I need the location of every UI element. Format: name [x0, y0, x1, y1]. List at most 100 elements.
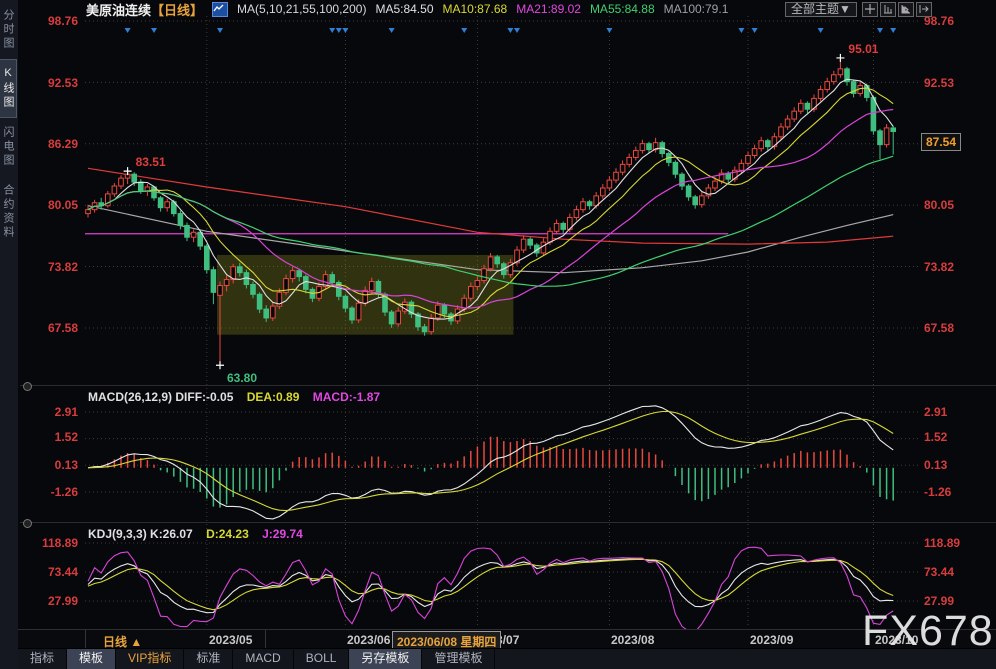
- sidebar-item-time-chart[interactable]: 分时图: [2, 9, 14, 51]
- news-event-marker[interactable]: [877, 28, 883, 33]
- theme-dropdown-button[interactable]: 全部主题▼: [785, 2, 857, 17]
- macd-axis-label: -1.26: [50, 485, 78, 499]
- kdj-axis-label: 27.99: [924, 594, 955, 608]
- kdj-j-value: J:29.74: [262, 527, 303, 541]
- price-axis-label: 98.76: [924, 14, 955, 28]
- tab-templates[interactable]: 模板: [67, 649, 117, 669]
- kdj-d-line: [87, 558, 894, 611]
- news-event-marker[interactable]: [738, 28, 745, 33]
- time-label: 2023/06: [347, 633, 391, 647]
- crosshair-tool-icon[interactable]: [862, 2, 878, 17]
- macd-diff-line: [87, 405, 894, 520]
- candlestick-layer: [85, 57, 897, 366]
- news-event-marker[interactable]: [217, 28, 223, 33]
- news-event-marker[interactable]: [606, 28, 613, 33]
- extreme-price-cross-marker: [836, 53, 845, 62]
- ma55-line: [87, 155, 894, 287]
- macd-dea-value: DEA:0.89: [246, 390, 300, 404]
- news-event-marker[interactable]: [817, 28, 824, 33]
- x-axis-scale-icon[interactable]: [898, 2, 914, 17]
- ma21-value: MA21:89.02: [516, 2, 581, 16]
- news-event-marker[interactable]: [890, 28, 897, 33]
- time-label: 2023/05: [209, 633, 253, 647]
- chart-header: 美原油连续【日线】 MA(5,10,21,55,100,200) MA5:84.…: [86, 1, 729, 18]
- kdj-j-line: [87, 546, 894, 631]
- period-selector[interactable]: 日线 ▲: [103, 635, 143, 649]
- macd-dea-line: [87, 410, 894, 512]
- price-annotation: 63.80: [227, 371, 257, 385]
- news-event-marker[interactable]: [388, 28, 395, 33]
- macd-axis-label: 0.13: [924, 458, 948, 472]
- macd-layer: [87, 405, 894, 520]
- price-axis-label: 98.76: [47, 14, 78, 28]
- macd-value: MACD:-1.87: [312, 390, 381, 404]
- axis-cell-divider: [85, 630, 86, 650]
- current-price-badge: 87.54: [921, 133, 962, 151]
- left-sidebar: 分时图 K线图 闪电图 合约资料: [0, 0, 18, 669]
- ma100-value: MA100:79.1: [663, 2, 729, 16]
- macd-axis-label: 2.91: [924, 405, 948, 419]
- bottom-tab-strip: 指标 模板 VIP指标 标准 MACD BOLL 另存模板 管理模板: [18, 648, 996, 669]
- extreme-price-cross-marker: [123, 167, 132, 176]
- macd-panel-gear-icon[interactable]: [23, 382, 32, 391]
- ma-settings-label[interactable]: MA(5,10,21,55,100,200): [237, 2, 367, 16]
- ma10-value: MA10:87.68: [442, 2, 508, 16]
- price-axis-label: 80.05: [47, 198, 78, 212]
- kdj-layer: [87, 546, 894, 631]
- news-event-marker[interactable]: [329, 28, 336, 33]
- kdj-panel-gear-icon[interactable]: [23, 519, 32, 528]
- tab-macd[interactable]: MACD: [233, 649, 294, 669]
- macd-axis-label: 2.91: [54, 405, 78, 419]
- panel-separator: [20, 385, 996, 386]
- tab-manage-template[interactable]: 管理模板: [422, 649, 496, 669]
- news-event-marker[interactable]: [342, 28, 349, 33]
- symbol-title: 美原油连续: [86, 2, 152, 18]
- kdj-params-k: KDJ(9,3,3) K:26.07: [88, 527, 193, 541]
- news-event-marker[interactable]: [124, 28, 131, 33]
- kdj-axis-label: 118.89: [41, 536, 78, 550]
- kline-mini-icon[interactable]: [212, 1, 229, 17]
- kdj-axis-label: 27.99: [47, 594, 78, 608]
- kdj-k-line: [87, 558, 894, 614]
- crosshair-date-badge: 2023/06/08 星期四: [392, 631, 502, 652]
- tab-boll[interactable]: BOLL: [294, 649, 350, 669]
- macd-axis-label: 1.52: [924, 430, 948, 444]
- news-event-marker[interactable]: [335, 28, 342, 33]
- price-axis-label: 80.05: [924, 198, 955, 212]
- pan-right-icon[interactable]: [916, 2, 932, 17]
- panel-separator: [20, 522, 996, 523]
- macd-axis-label: 1.52: [54, 430, 78, 444]
- kdj-axis-label: 73.44: [47, 565, 78, 579]
- price-axis-label: 92.53: [47, 76, 78, 90]
- time-label: 2023/09: [750, 633, 794, 647]
- price-axis-label: 67.58: [47, 321, 78, 335]
- macd-header[interactable]: MACD(26,12,9) DIFF:-0.05 DEA:0.89 MACD:-…: [88, 390, 380, 404]
- tab-indicators[interactable]: 指标: [18, 649, 68, 669]
- time-axis: 日线 ▲ 2023/05 2023/06 2023/07 2023/08 202…: [18, 629, 996, 652]
- tab-vip-indicators[interactable]: VIP指标: [116, 649, 185, 669]
- ma100-line: [87, 205, 894, 274]
- news-event-marker[interactable]: [151, 28, 157, 33]
- sidebar-item-lightning-chart[interactable]: 闪电图: [2, 126, 14, 168]
- news-event-marker[interactable]: [507, 28, 514, 33]
- price-axis-label: 67.58: [924, 321, 955, 335]
- ma10-line: [87, 87, 894, 318]
- news-event-marker[interactable]: [514, 28, 520, 33]
- ma5-value: MA5:84.50: [375, 2, 434, 16]
- price-axis-label: 92.53: [924, 76, 955, 90]
- time-label: 2023/08: [611, 633, 655, 647]
- news-event-marker[interactable]: [751, 28, 758, 33]
- tab-save-template[interactable]: 另存模板: [349, 649, 423, 669]
- time-label: 2023/10: [875, 633, 919, 647]
- sidebar-item-kline-chart[interactable]: K线图: [0, 59, 17, 118]
- kdj-header[interactable]: KDJ(9,3,3) K:26.07 D:24.23 J:29.74: [88, 527, 303, 541]
- sidebar-item-contract-info[interactable]: 合约资料: [2, 184, 14, 240]
- y-axis-scale-icon[interactable]: [880, 2, 896, 17]
- tab-standard[interactable]: 标准: [184, 649, 234, 669]
- news-event-marker[interactable]: [461, 28, 468, 33]
- extreme-price-cross-marker: [216, 361, 224, 370]
- ma200-line: [87, 167, 894, 245]
- kdj-axis-label: 118.89: [924, 536, 961, 550]
